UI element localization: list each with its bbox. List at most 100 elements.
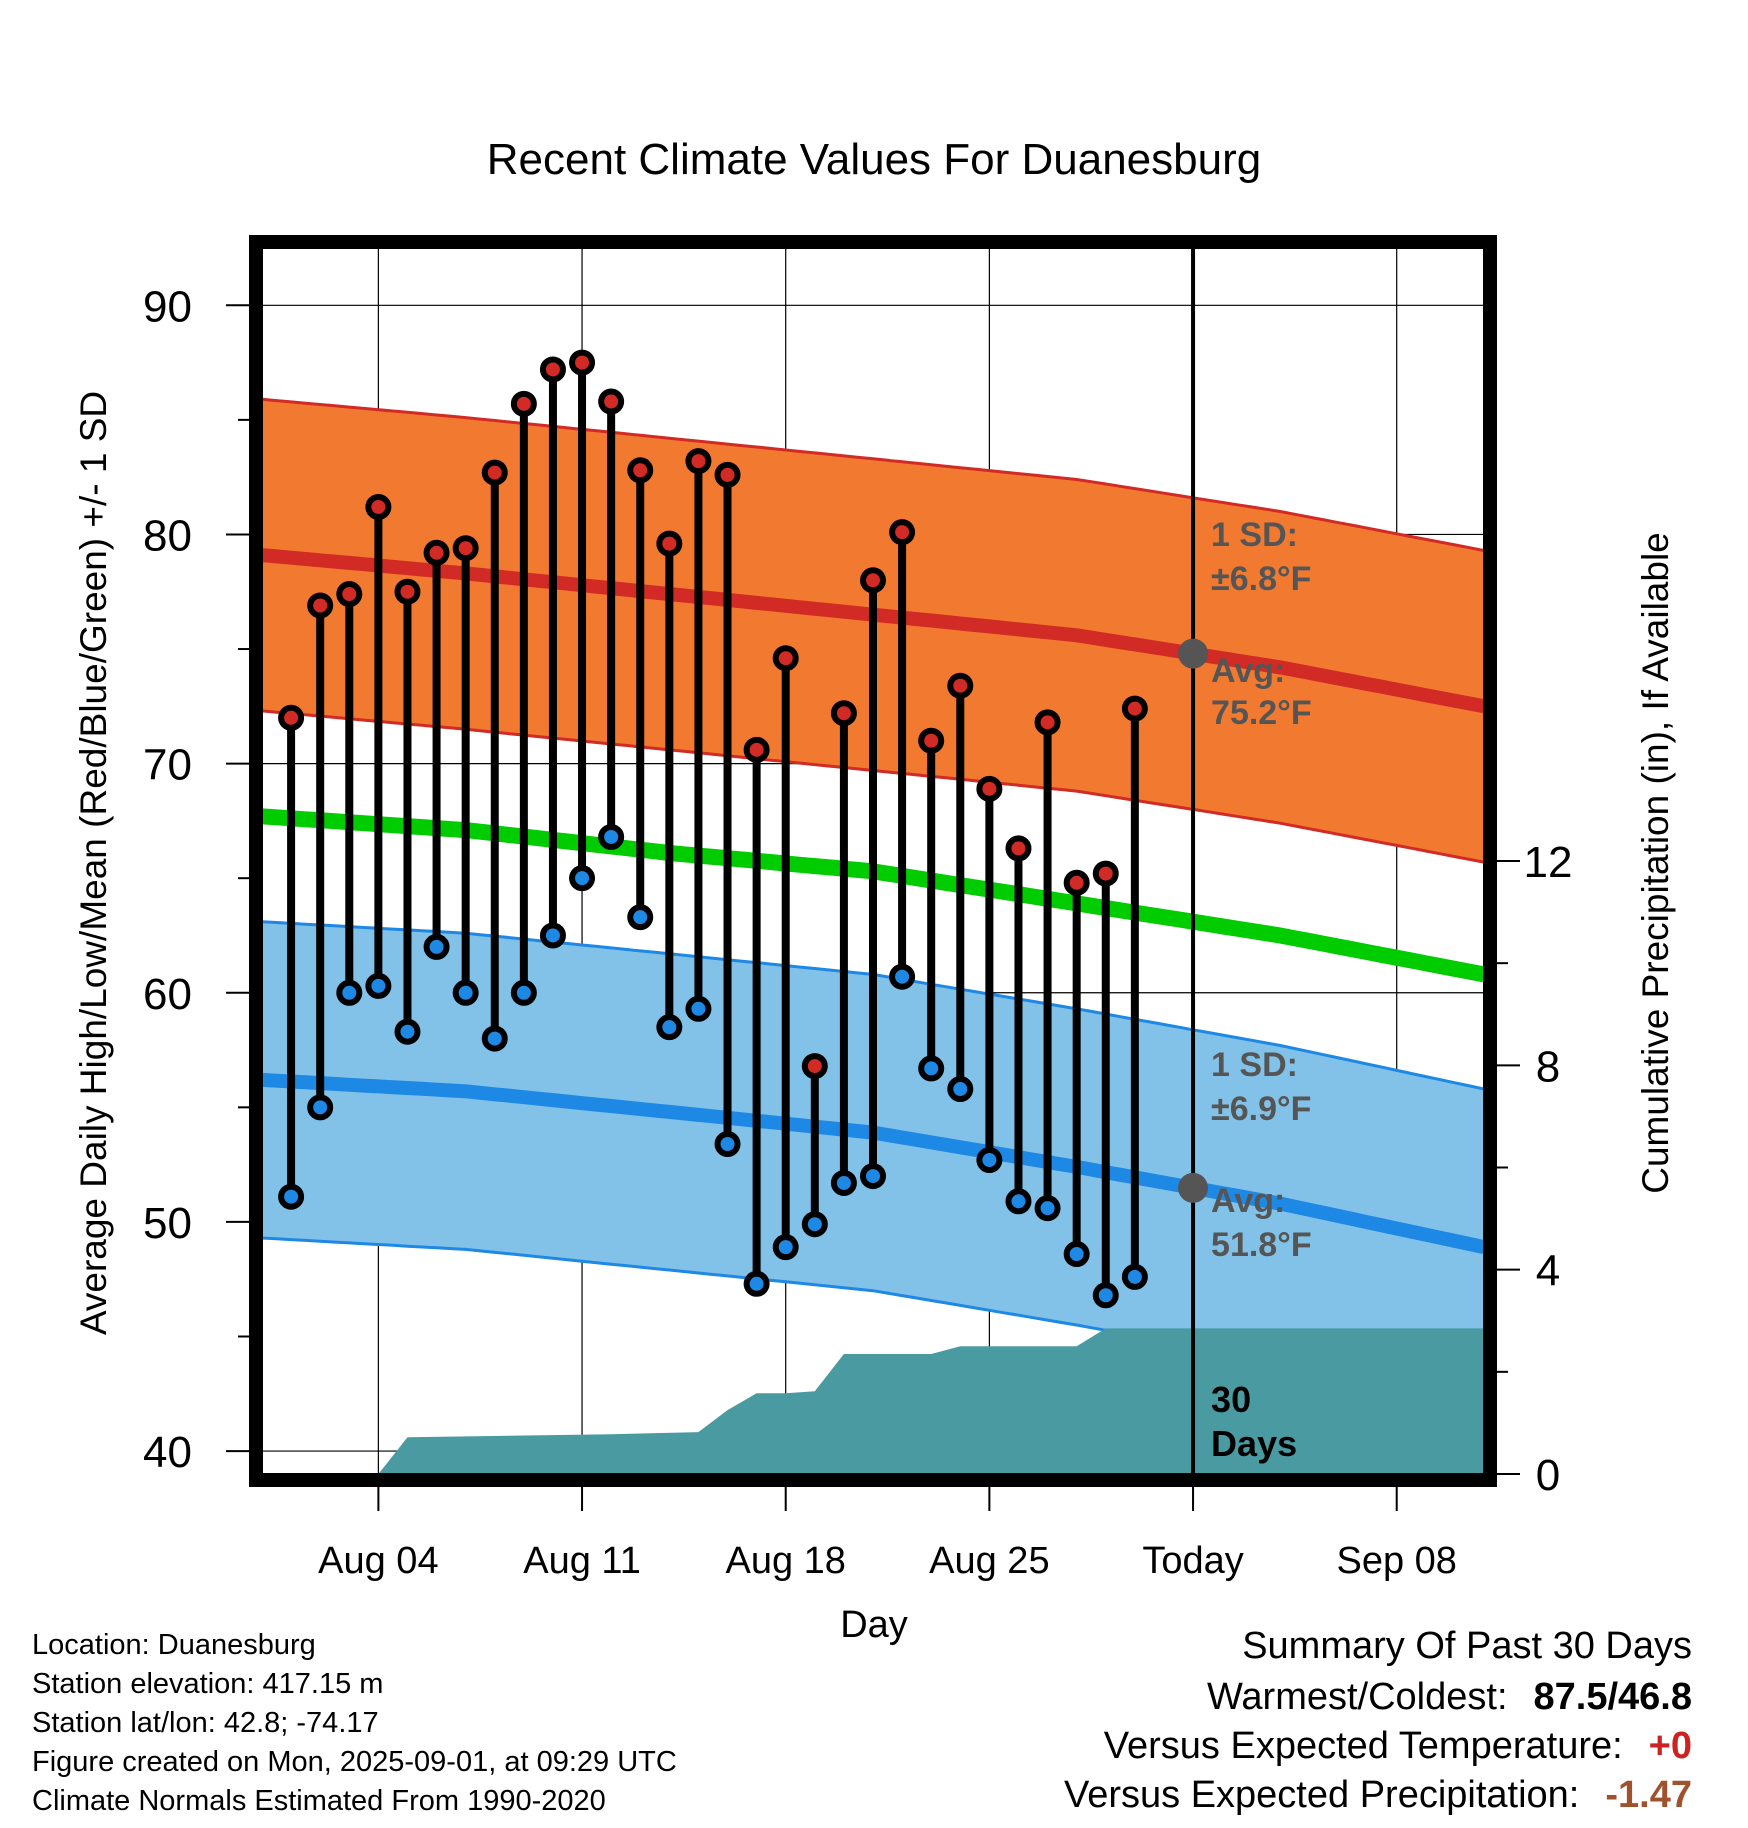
daily-low-point <box>976 1147 1003 1174</box>
y-right-tick-label: 0 <box>1536 1451 1560 1500</box>
temp-value: +0 <box>1648 1725 1692 1767</box>
daily-high-point <box>1121 695 1148 722</box>
low-sd-annotation-label: 1 SD: <box>1211 1046 1298 1084</box>
created-text: Figure created on Mon, 2025-09-01, at 09… <box>32 1746 677 1778</box>
daily-low-point <box>307 1094 334 1121</box>
precip-label: Versus Expected Precipitation: <box>1063 1774 1580 1816</box>
high-sd-annotation-label: 1 SD: <box>1211 516 1298 554</box>
daily-low-point <box>656 1014 683 1041</box>
precip-value: -1.47 <box>1605 1774 1692 1816</box>
summary-warmest-row: Warmest/Coldest: 87.5/46.8 <box>1064 1673 1692 1722</box>
daily-high-point <box>1034 709 1061 736</box>
daily-high-point <box>714 461 741 488</box>
daily-high-point <box>772 645 799 672</box>
high-avg-annotation-value: 75.2°F <box>1211 694 1312 732</box>
precipitation-area <box>378 1328 1484 1474</box>
daily-high-point <box>539 356 566 383</box>
daily-high-point <box>452 535 479 562</box>
daily-high-point <box>481 459 508 486</box>
station-info: Location: Duanesburg Station elevation: … <box>32 1626 677 1821</box>
y-right-tick-label: 12 <box>1524 838 1573 887</box>
daily-high-point <box>685 448 712 475</box>
daily-high-point <box>336 581 363 608</box>
x-tick-label: Today <box>1142 1540 1243 1582</box>
daily-high-point <box>598 388 625 415</box>
daily-high-point <box>1092 860 1119 887</box>
daily-high-point <box>976 775 1003 802</box>
daily-high-point <box>656 530 683 557</box>
daily-low-point <box>598 823 625 850</box>
x-tick-label: Aug 25 <box>929 1540 1049 1582</box>
warmest-label: Warmest/Coldest: <box>1206 1676 1508 1718</box>
summary-title: Summary Of Past 30 Days <box>1242 1625 1692 1667</box>
daily-low-point <box>336 979 363 1006</box>
elevation-text: Station elevation: 417.15 m <box>32 1668 384 1700</box>
daily-high-point <box>743 736 770 763</box>
daily-high-point <box>510 390 537 417</box>
high-avg-annotation-label: Avg: <box>1211 652 1285 690</box>
daily-low-point <box>510 979 537 1006</box>
daily-low-point <box>1005 1188 1032 1215</box>
low-avg-annotation-label: Avg: <box>1211 1182 1285 1220</box>
y-tick-label: 40 <box>143 1428 192 1477</box>
high-sd-upper-edge <box>262 397 1484 552</box>
daily-low-point <box>860 1163 886 1190</box>
daily-low-point <box>830 1169 857 1196</box>
daily-low-point <box>481 1025 508 1052</box>
days-count-word: Days <box>1211 1423 1297 1464</box>
daily-low-point <box>772 1234 799 1261</box>
daily-low-point <box>278 1183 305 1210</box>
today-high-avg-marker <box>1178 638 1209 669</box>
daily-low-point <box>569 865 596 892</box>
chart-title: Recent Climate Values For Duanesburg <box>487 135 1261 184</box>
x-tick-label: Aug 11 <box>523 1540 641 1582</box>
plot-frame <box>249 235 1497 1487</box>
x-axis-label: Day <box>840 1604 908 1646</box>
daily-high-point <box>569 349 596 376</box>
daily-low-point <box>1092 1282 1119 1309</box>
daily-low-point <box>394 1018 421 1045</box>
summary-temp-row: Versus Expected Temperature: +0 <box>1064 1722 1692 1771</box>
daily-high-point <box>947 672 974 699</box>
low-avg-annotation-value: 51.8°F <box>1211 1226 1312 1264</box>
y-tick-label: 50 <box>143 1199 192 1248</box>
daily-low-point <box>889 963 916 990</box>
daily-high-point <box>278 704 305 731</box>
daily-high-point <box>918 727 945 754</box>
daily-high-point <box>627 457 654 484</box>
today-low-avg-marker <box>1178 1172 1209 1203</box>
daily-high-point <box>860 567 886 594</box>
y-tick-label: 60 <box>143 970 192 1019</box>
y-axis-label: Average Daily High/Low/Mean (Red/Blue/Gr… <box>73 391 114 1335</box>
daily-low-point <box>918 1055 945 1082</box>
normals-text: Climate Normals Estimated From 1990-2020 <box>32 1785 606 1817</box>
daily-low-point <box>685 995 712 1022</box>
daily-low-point <box>452 979 479 1006</box>
y-axis-right-label: Cumulative Precipitation (in), If Availa… <box>1635 532 1676 1194</box>
daily-low-point <box>539 922 566 949</box>
daily-high-point <box>830 700 857 727</box>
daily-low-point <box>801 1211 828 1238</box>
daily-low-point <box>1034 1195 1061 1222</box>
temp-label: Versus Expected Temperature: <box>1103 1725 1623 1767</box>
daily-high-point <box>1005 835 1032 862</box>
summary-panel: Summary Of Past 30 Days Warmest/Coldest:… <box>1064 1622 1692 1820</box>
daily-high-point <box>801 1053 828 1080</box>
daily-low-point <box>743 1270 770 1297</box>
daily-low-point <box>627 904 654 931</box>
daily-low-point <box>365 972 392 999</box>
daily-high-point <box>423 539 450 566</box>
daily-low-point <box>423 933 450 960</box>
y-right-tick-label: 8 <box>1536 1042 1560 1091</box>
y-tick-label: 70 <box>143 741 192 790</box>
days-count-number: 30 <box>1211 1379 1251 1420</box>
summary-precip-row: Versus Expected Precipitation: -1.47 <box>1064 1771 1692 1820</box>
daily-high-point <box>889 519 916 546</box>
x-tick-label: Aug 18 <box>725 1540 845 1582</box>
daily-high-point <box>394 578 421 605</box>
high-sd-annotation-value: ±6.8°F <box>1211 560 1311 598</box>
daily-low-point <box>947 1076 974 1103</box>
low-sd-annotation-value: ±6.9°F <box>1211 1090 1311 1128</box>
x-tick-label: Aug 04 <box>318 1540 438 1582</box>
